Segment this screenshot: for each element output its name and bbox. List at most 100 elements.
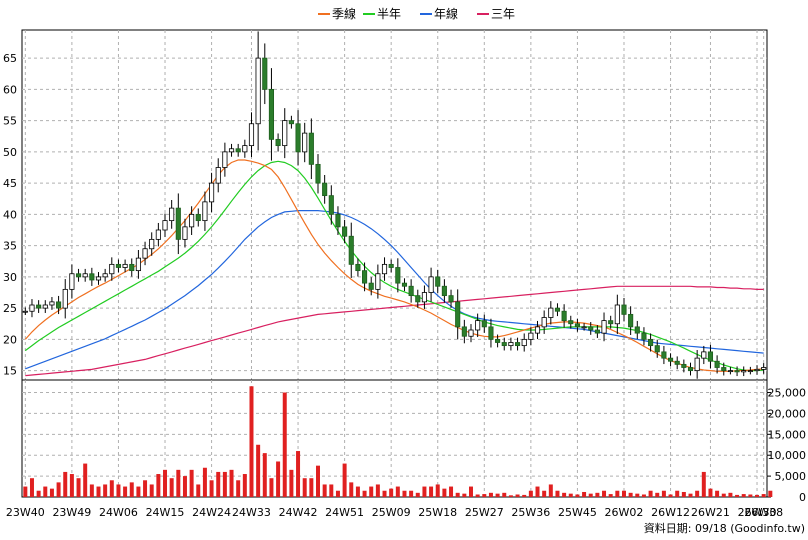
candle-body bbox=[594, 329, 600, 334]
volume-bar bbox=[575, 494, 580, 497]
candle-body bbox=[687, 367, 694, 372]
candle-body bbox=[262, 57, 268, 90]
candlestick bbox=[455, 289, 461, 340]
candlestick bbox=[355, 258, 361, 277]
candle-body bbox=[601, 320, 607, 334]
volume-bar bbox=[329, 484, 334, 497]
candlestick bbox=[295, 110, 301, 166]
candle-body bbox=[681, 363, 687, 368]
volume-bar bbox=[29, 478, 34, 497]
candlestick bbox=[95, 272, 102, 285]
candle-body bbox=[202, 201, 208, 222]
volume-bar bbox=[582, 491, 587, 497]
candle-body bbox=[528, 332, 534, 340]
price-tick-label: 65 bbox=[3, 52, 17, 65]
candle-body bbox=[69, 273, 75, 290]
candlestick bbox=[56, 295, 62, 315]
candlestick bbox=[608, 315, 614, 329]
candlestick bbox=[701, 345, 707, 365]
volume-bar bbox=[76, 478, 81, 497]
volume-bar bbox=[422, 486, 427, 497]
volume-bar bbox=[43, 486, 48, 497]
candlestick bbox=[49, 297, 55, 310]
candle-body bbox=[342, 226, 348, 237]
volume-tick-label: 5,000 bbox=[775, 470, 807, 483]
volume-bar bbox=[236, 480, 241, 497]
candlestick bbox=[268, 68, 275, 161]
candle-body bbox=[408, 285, 414, 297]
volume-bar bbox=[89, 484, 94, 497]
candle-body bbox=[648, 338, 654, 347]
week-tick-label: 24W51 bbox=[325, 506, 364, 519]
volume-bar bbox=[36, 490, 41, 497]
candle-body bbox=[322, 182, 328, 197]
candlestick bbox=[215, 158, 221, 193]
candlestick bbox=[441, 279, 447, 303]
candle-body bbox=[481, 320, 487, 328]
candlestick bbox=[322, 175, 328, 204]
candle-body bbox=[534, 326, 541, 334]
week-tick-label: 25W18 bbox=[418, 506, 457, 519]
volume-bar bbox=[316, 465, 320, 497]
quarter-ma-line bbox=[24, 159, 764, 372]
candle-body bbox=[588, 326, 594, 331]
candlestick bbox=[574, 318, 580, 332]
price-tick-label: 45 bbox=[3, 177, 17, 190]
candle-body bbox=[122, 263, 128, 268]
candle-body bbox=[42, 304, 48, 309]
candle-body bbox=[328, 195, 334, 215]
volume-bar bbox=[182, 476, 187, 497]
volume-bar bbox=[163, 469, 168, 497]
volume-bar bbox=[502, 492, 507, 497]
volume-tick-label: 15,000 bbox=[768, 428, 807, 441]
candlestick bbox=[694, 350, 700, 379]
week-tick-label: 23W40 bbox=[6, 506, 45, 519]
candle-body bbox=[302, 132, 308, 153]
legend-item: 三年 bbox=[477, 7, 515, 21]
candle-body bbox=[667, 357, 674, 362]
volume-bar bbox=[655, 492, 660, 497]
volume-bar bbox=[202, 467, 207, 497]
candlestick bbox=[175, 193, 181, 255]
volume-bar bbox=[276, 461, 281, 497]
candlestick bbox=[182, 218, 188, 248]
candlestick bbox=[169, 200, 175, 229]
volume-bar bbox=[528, 490, 533, 497]
volume-bar bbox=[695, 490, 700, 497]
volume-bar bbox=[335, 490, 340, 497]
candlestick bbox=[667, 353, 674, 367]
candlestick bbox=[614, 294, 620, 335]
volume-bar bbox=[661, 490, 666, 497]
candle-body bbox=[189, 213, 195, 228]
week-tick-label: 26W02 bbox=[605, 506, 644, 519]
candle-body bbox=[169, 207, 175, 222]
volume-bar bbox=[608, 494, 613, 497]
candlestick bbox=[149, 232, 155, 256]
volume-bars bbox=[23, 386, 773, 497]
volume-bar bbox=[475, 494, 480, 497]
volume-bar bbox=[103, 484, 108, 497]
week-tick-label: 24W33 bbox=[232, 506, 271, 519]
volume-bar bbox=[362, 490, 367, 497]
week-tick-label: 24W42 bbox=[279, 506, 318, 519]
candlestick bbox=[262, 43, 268, 105]
candlestick bbox=[388, 259, 394, 273]
candlestick bbox=[368, 277, 374, 296]
candlestick bbox=[514, 337, 521, 351]
volume-bar bbox=[741, 494, 746, 497]
candle-body bbox=[661, 351, 667, 359]
candle-body bbox=[561, 310, 567, 322]
candlestick bbox=[189, 206, 195, 235]
volume-y-axis: 0 5,000 10,000 15,000 20,000 25,000 bbox=[767, 387, 806, 504]
candle-body bbox=[455, 301, 461, 328]
candle-body bbox=[102, 273, 108, 278]
candle-body bbox=[741, 370, 747, 373]
volume-bar bbox=[382, 490, 387, 497]
candlestick bbox=[747, 366, 753, 375]
candlestick bbox=[501, 337, 507, 351]
volume-bar bbox=[755, 494, 760, 497]
candlestick bbox=[22, 307, 28, 315]
volume-bar bbox=[535, 486, 540, 497]
volume-bar bbox=[143, 480, 148, 497]
candle-body bbox=[475, 320, 481, 331]
